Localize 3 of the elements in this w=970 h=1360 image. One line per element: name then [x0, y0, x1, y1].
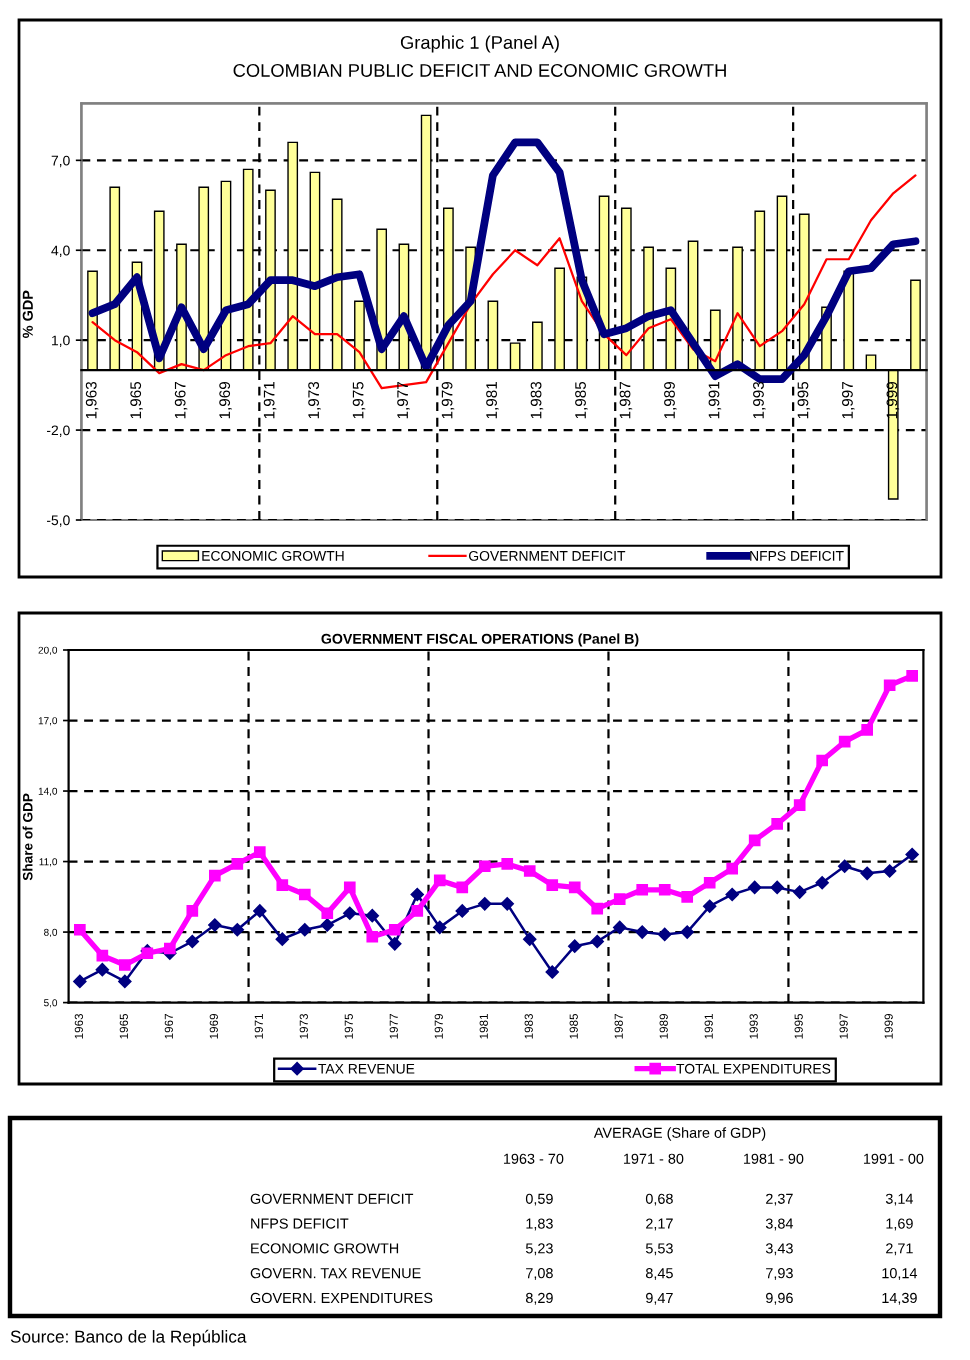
chart-subtitle: COLOMBIAN PUBLIC DEFICIT AND ECONOMIC GROWTH [233, 63, 726, 77]
chart-title: Graphic 1 (Panel A) [400, 35, 559, 53]
source-note: Source: Banco de la República [10, 1329, 247, 1347]
